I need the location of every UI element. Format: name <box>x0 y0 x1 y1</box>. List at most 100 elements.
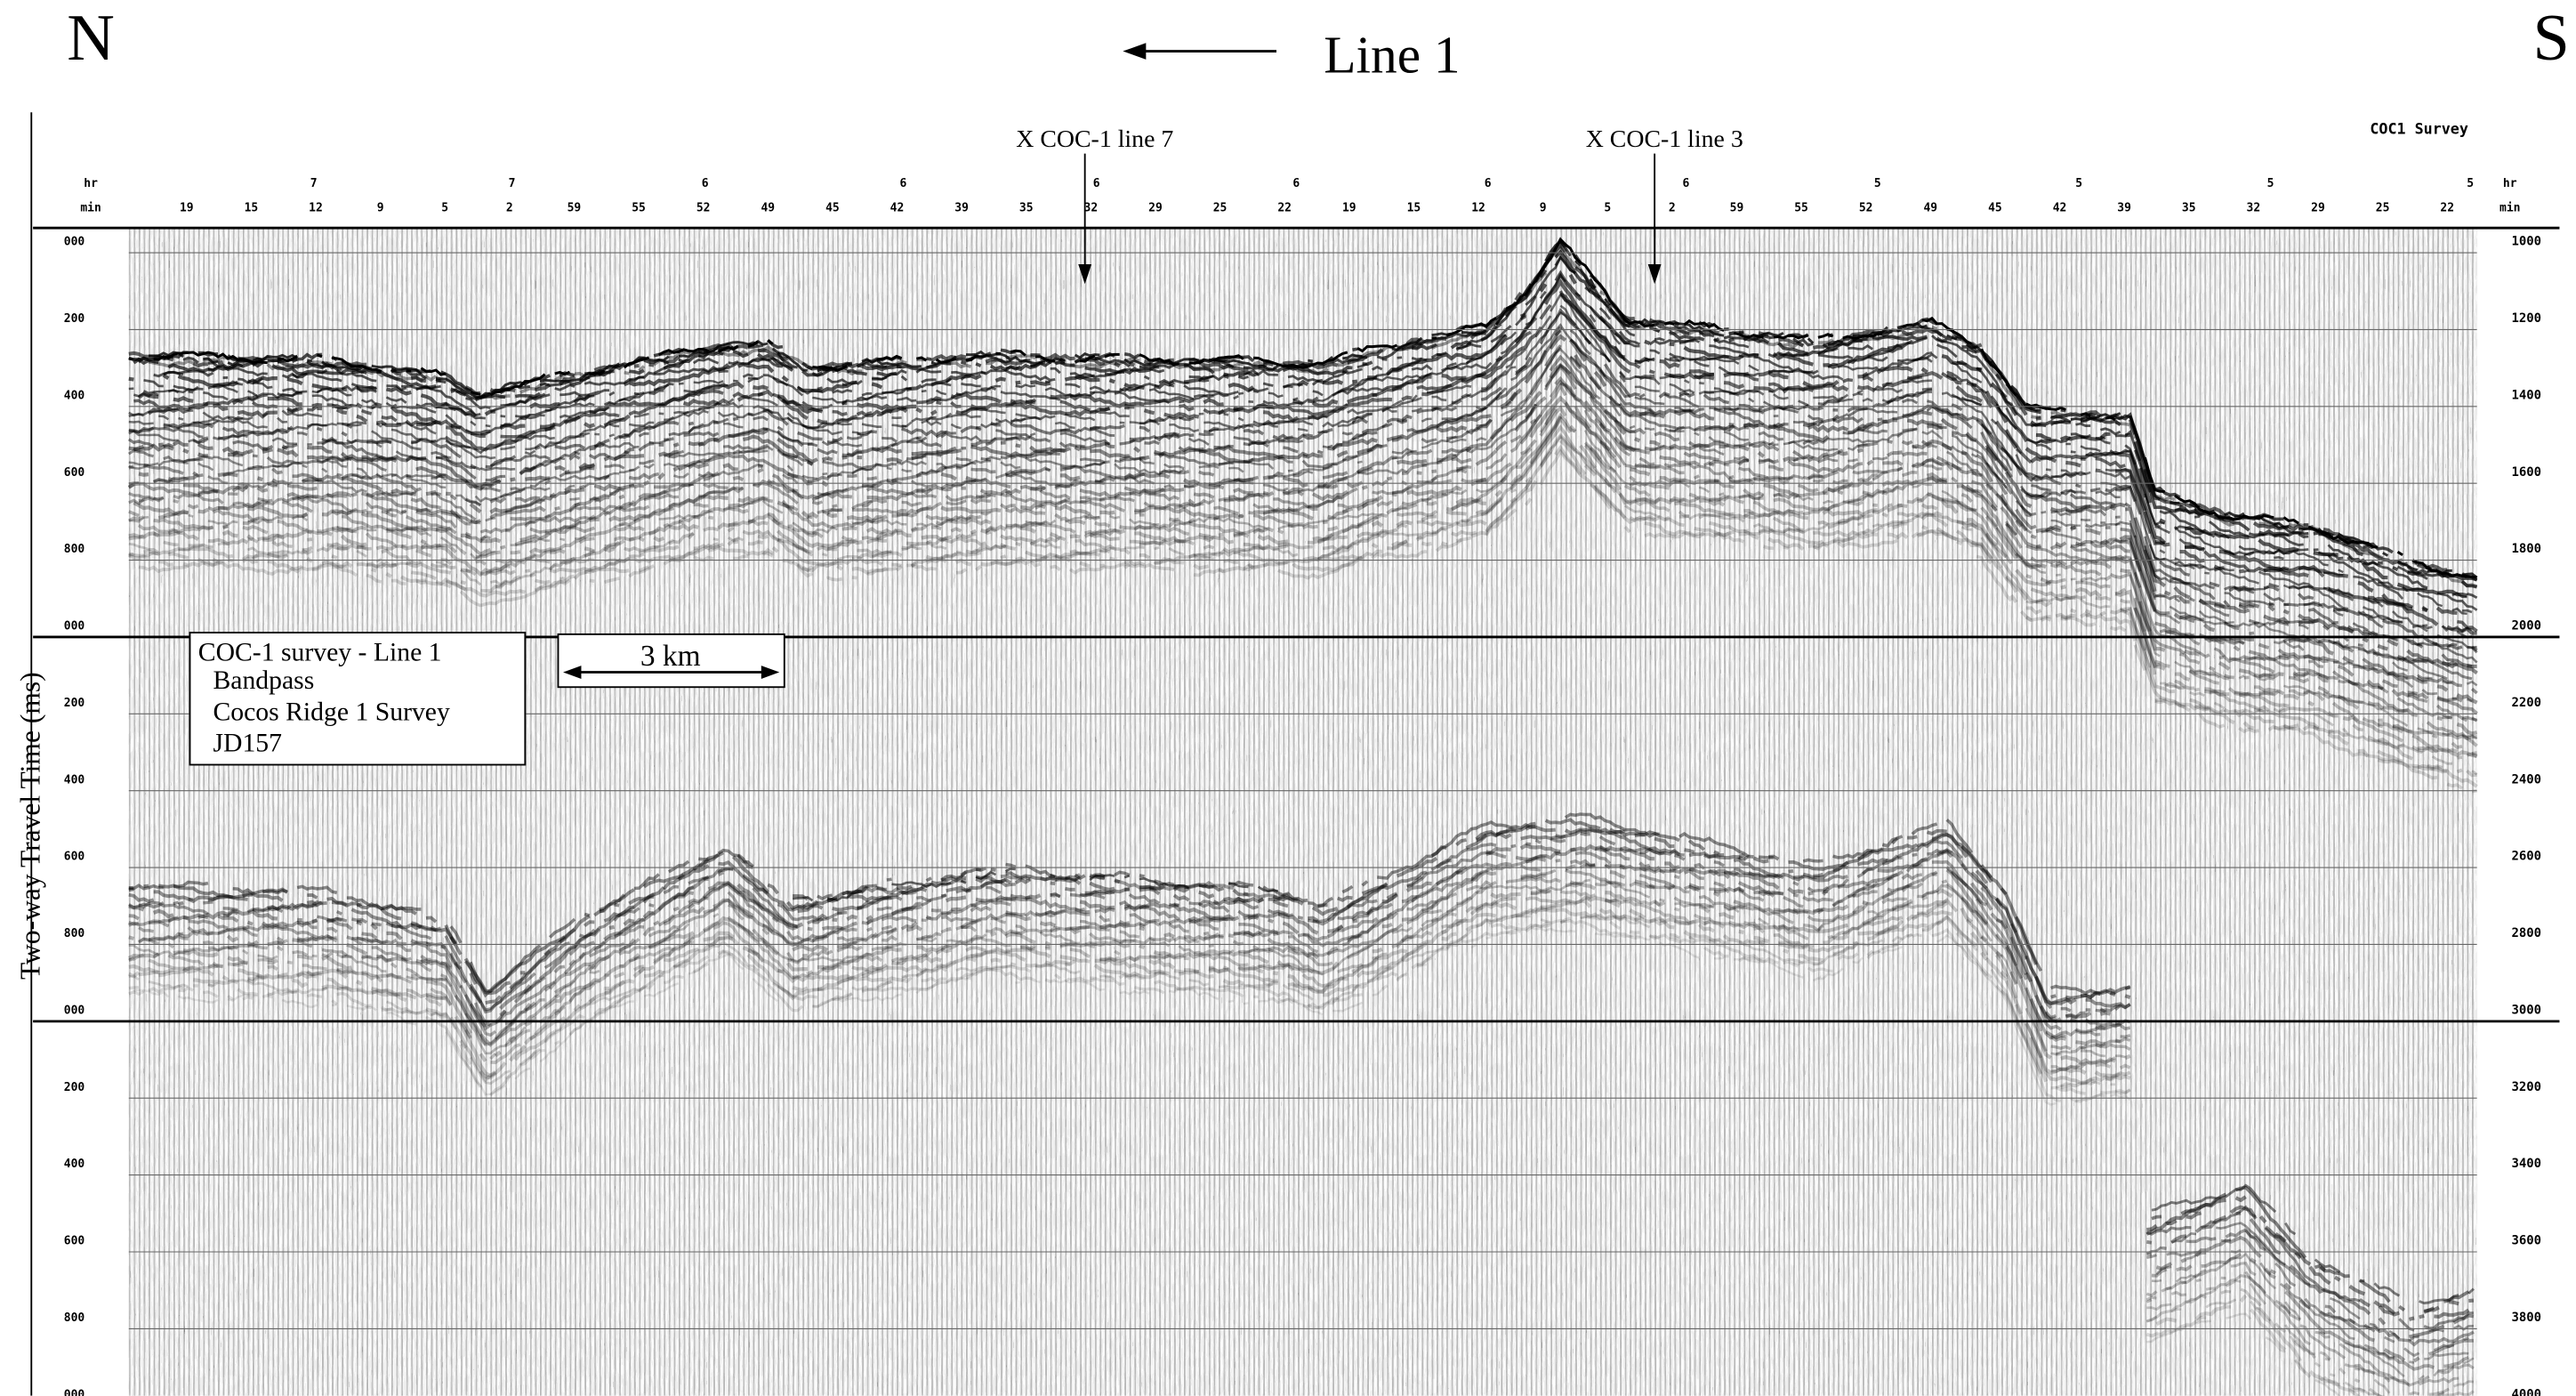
reflector <box>128 828 2131 1010</box>
reflector <box>127 882 2131 1066</box>
minute-label: 39 <box>954 202 969 215</box>
reflector <box>2146 1195 2475 1321</box>
reflector <box>128 825 2131 1005</box>
hour-label: 6 <box>1682 177 1689 190</box>
survey-tag: COC1 Survey <box>2370 119 2468 137</box>
hour-label: 7 <box>310 177 318 190</box>
reflector <box>127 444 2478 788</box>
reflector <box>138 362 2478 705</box>
minute-label: 5 <box>1604 202 1611 215</box>
left-time-label: 000 <box>64 620 85 633</box>
minute-label: 12 <box>309 202 323 215</box>
right-axis: 1000 1200 1400 1600 1800 2000 2200 2400 2600 2800… <box>2512 235 2542 1396</box>
reflector <box>128 401 2477 740</box>
minute-label: 39 <box>2117 202 2131 215</box>
left-time-label: 200 <box>64 1081 85 1094</box>
reflector <box>2145 1222 2474 1343</box>
reflector <box>138 862 2131 1040</box>
left-time-label: 800 <box>64 927 85 940</box>
right-time-label: 4000 <box>2512 1387 2542 1396</box>
right-time-label: 1800 <box>2512 542 2542 556</box>
right-time-label: 3800 <box>2512 1311 2542 1325</box>
reflector <box>2151 1252 2475 1381</box>
minute-unit: min <box>2500 202 2520 215</box>
minute-label: 49 <box>1923 202 1937 215</box>
minute-label: 52 <box>1859 202 1873 215</box>
line-title: Line 1 <box>1324 26 1460 85</box>
reflector <box>128 405 2478 740</box>
minute-label: 9 <box>1540 202 1547 215</box>
reflector <box>128 863 2121 1047</box>
reflector <box>127 344 2473 681</box>
right-time-label: 2800 <box>2512 926 2542 940</box>
hour-unit: hr <box>84 177 98 190</box>
reflector <box>826 872 1289 903</box>
reflector <box>133 926 2131 1106</box>
legend-line: JD157 <box>213 730 282 758</box>
hour-label: 6 <box>1093 177 1100 190</box>
legend-line: Bandpass <box>213 666 314 695</box>
right-time-label: 3200 <box>2512 1080 2542 1094</box>
right-time-label: 1200 <box>2512 311 2542 326</box>
left-time-label: 800 <box>64 543 85 556</box>
reflector <box>128 328 2478 654</box>
hour-label: 5 <box>2075 177 2082 190</box>
reflector <box>128 382 2477 722</box>
reflector <box>128 363 2473 703</box>
minute-label: 52 <box>696 202 711 215</box>
minute-label: 9 <box>377 202 384 215</box>
reflector <box>133 395 2478 736</box>
reflector <box>128 913 2116 1089</box>
minute-label: 59 <box>568 202 582 215</box>
reflectors <box>127 237 2478 1396</box>
right-time-label: 3600 <box>2512 1234 2542 1248</box>
reflector <box>127 907 2131 1089</box>
minute-label: 2 <box>1669 202 1676 215</box>
reflector <box>127 375 2478 715</box>
right-time-label: 1600 <box>2512 465 2542 480</box>
legend-line: Cocos Ridge 1 Survey <box>213 698 450 726</box>
left-time-label: 800 <box>64 1311 85 1325</box>
trace-noise <box>128 228 2477 1396</box>
left-time-label: 600 <box>64 1235 85 1248</box>
hour-label: 5 <box>2467 177 2474 190</box>
crossing-arrowhead <box>1078 264 1092 285</box>
minute-label: 25 <box>1213 202 1228 215</box>
reflector <box>2145 1205 2474 1332</box>
hour-label: 7 <box>509 177 516 190</box>
crossing-label: X COC-1 line 3 <box>1586 125 1743 153</box>
left-time-label: 400 <box>64 1158 85 1171</box>
hour-label: 6 <box>1485 177 1492 190</box>
reflector <box>128 812 2131 996</box>
reflector <box>2146 1211 2475 1339</box>
hour-label: 6 <box>900 177 907 190</box>
reflector <box>2146 1279 2474 1396</box>
left-time-label: 000 <box>64 1004 85 1017</box>
minute-label: 35 <box>2182 202 2196 215</box>
grid <box>33 252 2560 1329</box>
minute-label: 35 <box>1019 202 1034 215</box>
reflector <box>128 434 2478 776</box>
legend-line: COC-1 survey - Line 1 <box>198 639 442 667</box>
left-time-label: 600 <box>64 851 85 864</box>
reflector <box>2151 1252 2470 1371</box>
reflector <box>137 876 2131 1056</box>
left-time-label: 400 <box>64 773 85 787</box>
legend-box <box>189 632 527 766</box>
right-time-label: 3000 <box>2512 1003 2542 1017</box>
minute-label: 25 <box>2376 202 2390 215</box>
reflector <box>128 439 2477 778</box>
crossing-arrowhead <box>1647 264 1662 285</box>
minute-unit: min <box>80 202 101 215</box>
left-time-label: 000 <box>64 1388 85 1396</box>
right-time-label: 2200 <box>2512 696 2542 710</box>
reflector <box>2146 1228 2475 1347</box>
reflector <box>138 899 2131 1085</box>
reflector <box>128 348 2478 687</box>
reflector <box>128 878 2126 1059</box>
minute-label: 19 <box>180 202 194 215</box>
left-time-label: 000 <box>64 236 85 249</box>
reflector <box>2145 1205 2470 1319</box>
